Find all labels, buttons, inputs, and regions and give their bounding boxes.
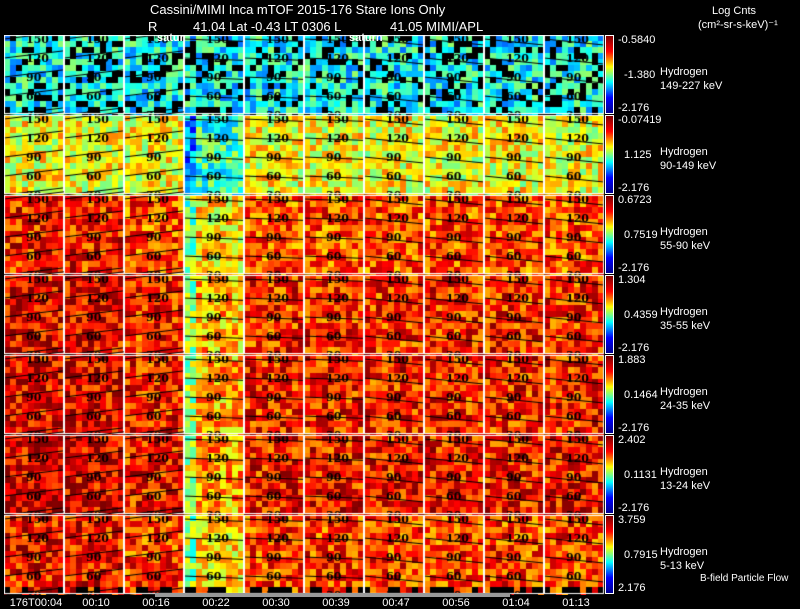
colorbar-min-label: -2.176 — [618, 262, 650, 274]
colorbar — [605, 35, 614, 114]
colorbar-max-label: -0.5840 — [618, 34, 656, 46]
colorbar-max-label: -0.07419 — [618, 114, 662, 126]
colorbar-mid-label: 1.125 — [624, 149, 652, 161]
data-gap-bar — [155, 593, 510, 597]
colorbar-min-label: -2.176 — [618, 502, 650, 514]
panel-energy-label: 5-13 keV — [660, 560, 705, 572]
x-tick-label: 00:56 — [442, 597, 470, 609]
panel-energy-label: 13-24 keV — [660, 480, 711, 492]
x-tick-label: 01:04 — [502, 597, 530, 609]
panel-species-label: Hydrogen — [660, 306, 708, 318]
colorbar-max-label: 1.883 — [618, 354, 646, 366]
colorbar — [605, 355, 614, 434]
colorbar-min-label: -2.176 — [618, 182, 650, 194]
colorbar-mid-label: -1.380 — [624, 69, 656, 81]
x-tick-label: 00:39 — [322, 597, 350, 609]
saturn-label: saturn — [349, 32, 383, 44]
panel-species-label: Hydrogen — [660, 226, 708, 238]
colorbar-max-label: 1.304 — [618, 274, 646, 286]
x-tick-label: 176T00:04 — [9, 597, 63, 609]
colorbar-min-label: -2.176 — [618, 342, 650, 354]
panel-energy-label: 55-90 keV — [660, 240, 711, 252]
panel-energy-label: 35-55 keV — [660, 320, 711, 332]
colorbar-mid-label: 0.1464 — [624, 389, 658, 401]
colorbar-mid-label: 0.7915 — [624, 549, 658, 561]
colorbar — [605, 115, 614, 194]
subtitle-r: R — [148, 19, 158, 34]
units-line2: (cm²-sr-s-keV)⁻¹ — [698, 19, 778, 31]
x-tick-label: 01:13 — [562, 597, 590, 609]
panel-species-label: Hydrogen — [660, 66, 708, 78]
colorbar-min-label: 2.176 — [618, 582, 646, 594]
panel-energy-label: 90-149 keV — [660, 160, 717, 172]
colorbar — [605, 515, 614, 594]
colorbar — [605, 275, 614, 354]
panel-species-label: Hydrogen — [660, 546, 708, 558]
x-tick-label: 00:16 — [142, 597, 170, 609]
x-tick-label: 00:30 — [262, 597, 290, 609]
subtitle-l: 41.05 MIMI/APL — [390, 19, 484, 34]
panel-energy-label: 149-227 keV — [660, 80, 723, 92]
colorbar-max-label: 3.759 — [618, 514, 646, 526]
panel-species-label: Hydrogen — [660, 146, 708, 158]
subtitle-position: 41.04 Lat -0.43 LT 0306 L — [193, 19, 342, 34]
panel-energy-label: 24-35 keV — [660, 400, 711, 412]
b-field-legend: B-field Particle Flow — [700, 573, 789, 584]
colorbar-max-label: 2.402 — [618, 434, 646, 446]
colorbar-mid-label: 0.1131 — [624, 469, 657, 481]
panel-species-label: Hydrogen — [660, 466, 708, 478]
colorbar-max-label: 0.6723 — [618, 194, 652, 206]
colorbar-min-label: -2.176 — [618, 422, 650, 434]
colorbar-min-label: -2.176 — [618, 102, 650, 114]
units-line1: Log Cnts — [712, 5, 757, 17]
saturn-label: satur — [157, 32, 184, 44]
heatmap-panels — [4, 35, 605, 595]
x-tick-label: 00:47 — [382, 597, 410, 609]
panel-species-label: Hydrogen — [660, 386, 708, 398]
colorbar-mid-label: 0.7519 — [624, 229, 658, 241]
colorbar — [605, 435, 614, 514]
plot-title: Cassini/MIMI Inca mTOF 2015-176 Stare Io… — [150, 2, 446, 17]
colorbar-mid-label: 0.4359 — [624, 309, 658, 321]
colorbar — [605, 195, 614, 274]
x-tick-label: 00:10 — [82, 597, 110, 609]
x-tick-label: 00:22 — [202, 597, 230, 609]
